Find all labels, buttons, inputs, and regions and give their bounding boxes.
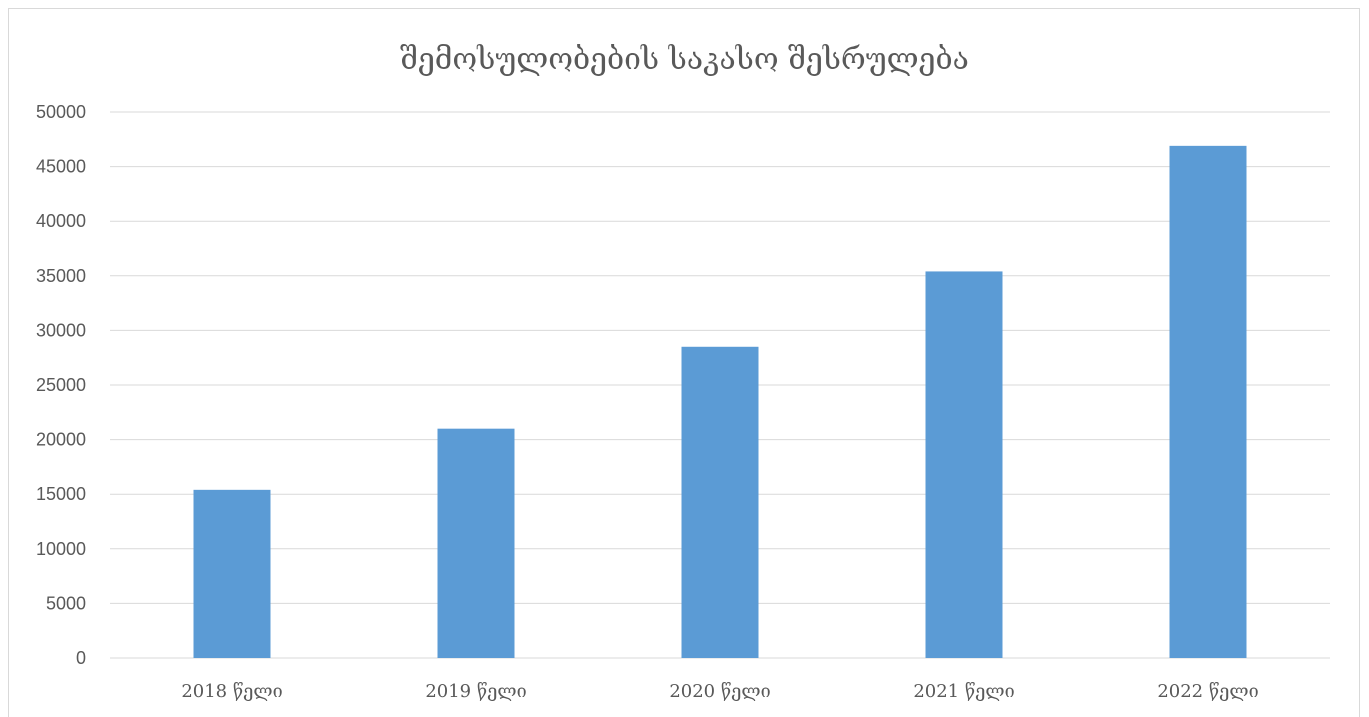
y-tick-label: 0 <box>76 648 86 668</box>
y-tick-label: 20000 <box>36 430 86 450</box>
bars <box>193 145 1247 659</box>
y-tick-label: 50000 <box>36 102 86 122</box>
x-tick-label: 2020 წელი <box>669 681 770 702</box>
bar <box>681 346 759 658</box>
y-tick-label: 5000 <box>46 593 86 613</box>
bar <box>1169 145 1247 659</box>
bar <box>193 489 271 658</box>
y-tick-label: 30000 <box>36 320 86 340</box>
bar <box>437 428 515 658</box>
y-tick-label: 40000 <box>36 211 86 231</box>
y-tick-label: 25000 <box>36 375 86 395</box>
x-axis-ticks: 2018 წელი 2019 წელი 2020 წელი 2021 წელი 2022… <box>181 681 1258 702</box>
x-tick-label: 2019 წელი <box>425 681 526 702</box>
x-tick-label: 2021 წელი <box>913 681 1014 702</box>
y-axis-ticks: 0 5000 10000 15000 20000 25000 30000 35000 40000… <box>36 102 86 668</box>
chart-title: შემოსულობების საკასო შესრულება <box>400 42 969 77</box>
y-tick-label: 10000 <box>36 539 86 559</box>
x-tick-label: 2018 წელი <box>181 681 282 702</box>
y-tick-label: 45000 <box>36 157 86 177</box>
y-tick-label: 35000 <box>36 266 86 286</box>
y-tick-label: 15000 <box>36 484 86 504</box>
x-tick-label: 2022 წელი <box>1157 681 1258 702</box>
bar <box>925 271 1003 658</box>
